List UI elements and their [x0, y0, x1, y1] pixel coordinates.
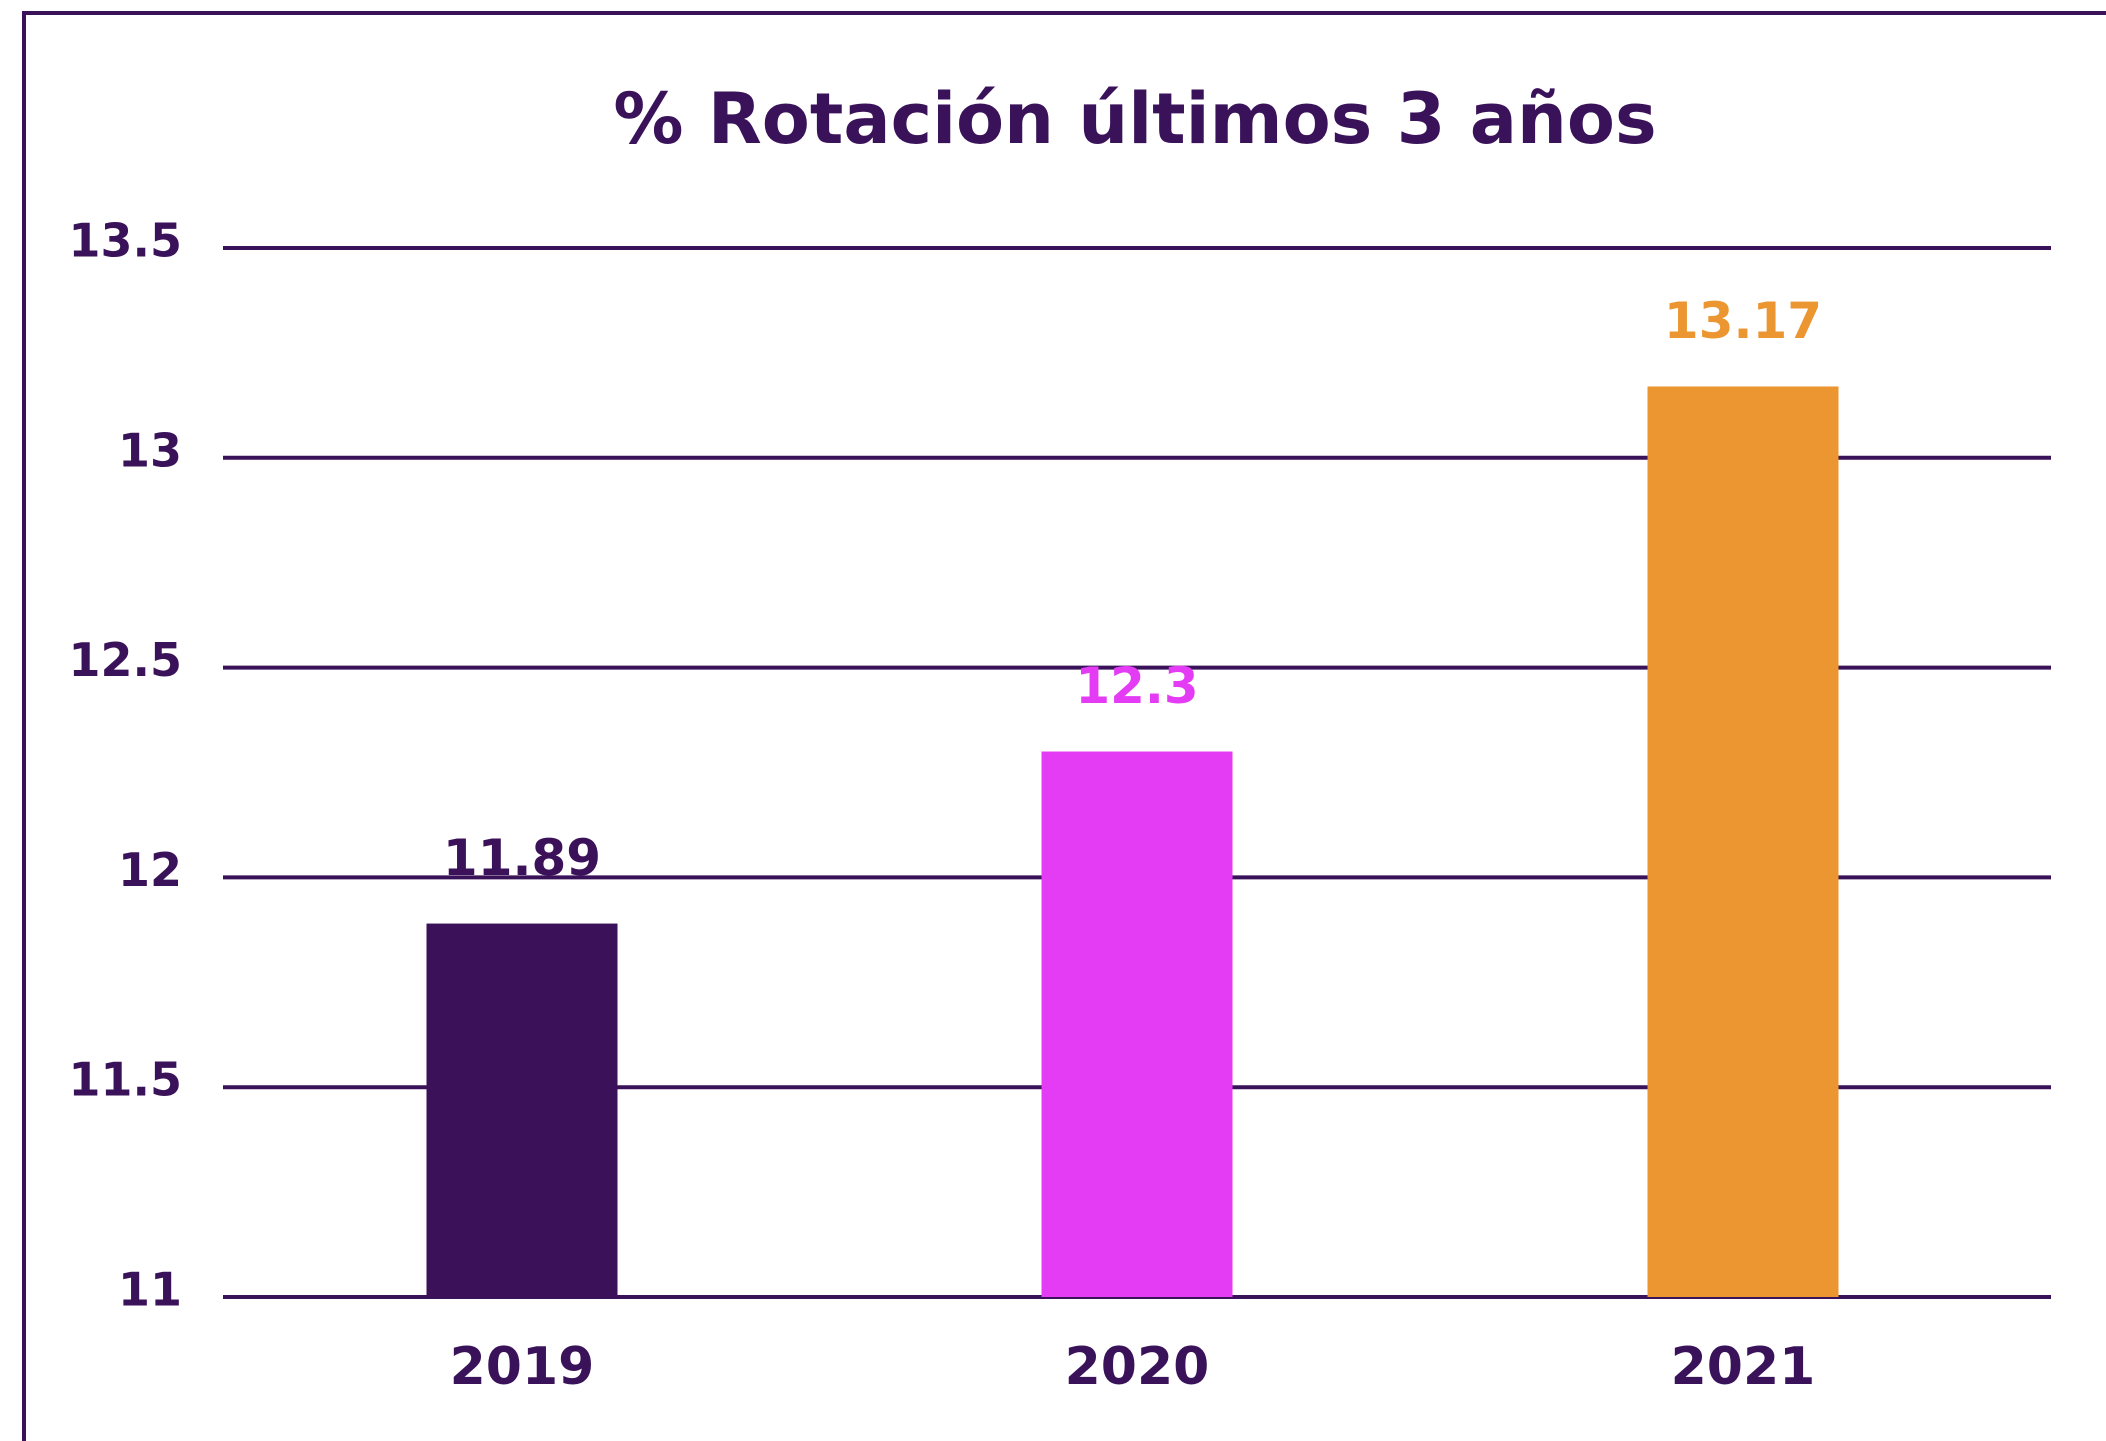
- bar: [1647, 386, 1839, 1297]
- y-tick-label: 12.5: [69, 633, 183, 687]
- frame: [22, 11, 2106, 1441]
- data-label: 13.17: [1664, 292, 1822, 350]
- bar: [1041, 751, 1233, 1297]
- y-tick-label: 11: [118, 1263, 182, 1317]
- data-label: 11.89: [443, 829, 601, 887]
- y-tick-label: 13.5: [69, 214, 183, 268]
- bar: [426, 923, 618, 1297]
- y-tick-label: 12: [118, 843, 182, 897]
- x-tick-label: 2021: [1671, 1337, 1816, 1397]
- chart-title: % Rotación últimos 3 años: [613, 78, 1656, 160]
- y-tick-label: 11.5: [69, 1053, 183, 1107]
- x-tick-label: 2019: [450, 1337, 595, 1397]
- data-label: 12.3: [1075, 657, 1198, 715]
- y-tick-label: 13: [118, 423, 182, 477]
- x-tick-label: 2020: [1065, 1337, 1210, 1397]
